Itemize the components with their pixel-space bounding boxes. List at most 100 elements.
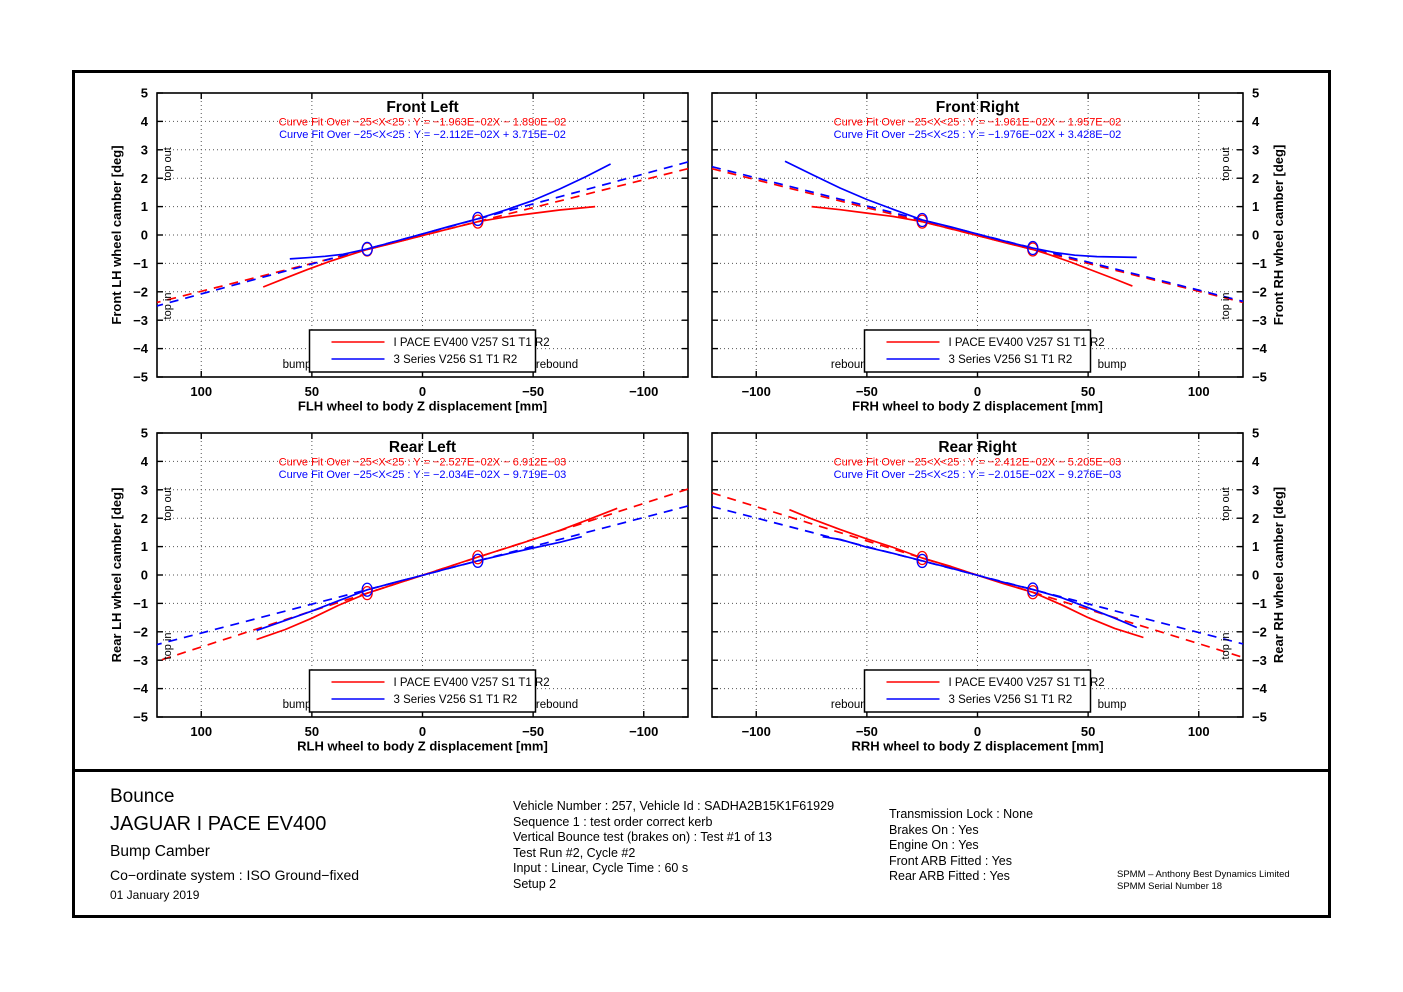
data-curve bbox=[256, 535, 583, 632]
x-tick-label: 0 bbox=[974, 724, 981, 739]
x-tick-label: −50 bbox=[856, 724, 878, 739]
travel-direction-left: bump bbox=[283, 699, 312, 711]
fit-window-marker bbox=[1027, 240, 1039, 256]
fit-equation-red: Curve Fit Over −25<X<25 : Y = −1.961E−02… bbox=[834, 117, 1122, 129]
fit-equation-blue: Curve Fit Over −25<X<25 : Y = −2.015E−02… bbox=[834, 469, 1122, 481]
x-tick-label: 50 bbox=[1081, 724, 1095, 739]
x-tick-label: −100 bbox=[629, 724, 658, 739]
y-tick-label: −5 bbox=[1252, 710, 1267, 725]
y-tick-label: −5 bbox=[133, 710, 148, 725]
vehicle-number-line: Vehicle Number : 257, Vehicle Id : SADHA… bbox=[513, 799, 835, 813]
y-tick-label: −4 bbox=[1252, 341, 1268, 356]
report-subtitle: Bump Camber bbox=[110, 843, 210, 860]
engine-on-line: Engine On : Yes bbox=[889, 838, 979, 853]
fit-window-marker bbox=[361, 582, 373, 597]
y-tick-label: −2 bbox=[133, 624, 148, 639]
spmm-company-line: SPMM – Anthony Best Dynamics Limited bbox=[1117, 869, 1290, 880]
y-tick-label: 3 bbox=[141, 142, 148, 157]
y-tick-label: 5 bbox=[1252, 426, 1259, 441]
fit-equation-red: Curve Fit Over −25<X<25 : Y = −2.527E−02… bbox=[279, 457, 567, 469]
legend-box bbox=[863, 329, 1092, 373]
fit-equation-blue: Curve Fit Over −25<X<25 : Y = −2.034E−02… bbox=[279, 469, 567, 481]
top-out-annotation: top out bbox=[162, 487, 174, 521]
fit-window-marker bbox=[1027, 582, 1039, 597]
coordinate-system: Co−ordinate system : ISO Ground−fixed bbox=[110, 867, 360, 883]
rear-arb-line: Rear ARB Fitted : Yes bbox=[889, 869, 1010, 884]
y-tick-label: −2 bbox=[1252, 284, 1267, 299]
y-axis-label: Front RH wheel camber [deg] bbox=[1271, 145, 1286, 326]
legend-entry-label: 3 Series V256 S1 T1 R2 bbox=[949, 694, 1073, 706]
y-tick-label: 2 bbox=[141, 511, 148, 526]
data-curve bbox=[784, 160, 1137, 259]
x-tick-label: 50 bbox=[1081, 384, 1095, 399]
page-frame bbox=[72, 70, 1331, 918]
x-tick-label: 50 bbox=[305, 724, 319, 739]
run-cycle-line: Test Run #2, Cycle #2 bbox=[513, 845, 636, 860]
sequence-line: Sequence 1 : test order correct kerb bbox=[513, 814, 713, 829]
x-axis-label: RRH wheel to body Z displacement [mm] bbox=[851, 739, 1103, 754]
brakes-on-line: Brakes On : Yes bbox=[889, 822, 979, 837]
input-line: Input : Linear, Cycle Time : 60 s bbox=[513, 861, 689, 876]
y-tick-label: 2 bbox=[1252, 171, 1259, 186]
top-out-annotation: top out bbox=[162, 147, 174, 181]
y-tick-label: 3 bbox=[1252, 482, 1259, 497]
footer-right-block: Transmission Lock : None Brakes On : Yes… bbox=[889, 807, 1033, 885]
x-tick-label: −100 bbox=[742, 384, 771, 399]
y-tick-label: 0 bbox=[141, 568, 148, 583]
travel-direction-right: bump bbox=[1098, 699, 1127, 711]
spmm-serial-line: SPMM Serial Number 18 bbox=[1117, 881, 1223, 892]
legend-entry-label: I PACE EV400 V257 S1 T1 R2 bbox=[949, 677, 1105, 689]
y-tick-label: 5 bbox=[1252, 86, 1259, 101]
legend-entry-label: 3 Series V256 S1 T1 R2 bbox=[394, 694, 518, 706]
legend-entry-label: 3 Series V256 S1 T1 R2 bbox=[394, 354, 518, 366]
front-arb-line: Front ARB Fitted : Yes bbox=[889, 853, 1012, 868]
data-curve bbox=[811, 205, 1133, 287]
legend-entry-label: I PACE EV400 V257 S1 T1 R2 bbox=[394, 337, 550, 349]
y-tick-label: 2 bbox=[141, 171, 148, 186]
x-axis-label: FRH wheel to body Z displacement [mm] bbox=[852, 399, 1103, 414]
top-in-annotation: top in bbox=[1220, 633, 1232, 660]
y-tick-label: 2 bbox=[1252, 511, 1259, 526]
y-tick-label: 0 bbox=[1252, 228, 1259, 243]
travel-direction-right: rebound bbox=[536, 359, 578, 371]
report-date: 01 January 2019 bbox=[110, 888, 200, 902]
report-type: Bounce bbox=[110, 786, 175, 807]
y-axis-label: Rear RH wheel camber [deg] bbox=[1271, 487, 1286, 663]
travel-direction-left: bump bbox=[283, 359, 312, 371]
y-tick-label: 0 bbox=[1252, 568, 1259, 583]
x-tick-label: 50 bbox=[305, 384, 319, 399]
fit-window-marker bbox=[916, 212, 928, 228]
legend-entry-label: 3 Series V256 S1 T1 R2 bbox=[949, 354, 1073, 366]
top-out-annotation: top out bbox=[1220, 147, 1232, 181]
top-in-annotation: top in bbox=[1220, 293, 1232, 320]
data-curve bbox=[262, 205, 596, 288]
y-axis-label: Rear LH wheel camber [deg] bbox=[109, 488, 124, 663]
y-tick-label: 1 bbox=[141, 199, 148, 214]
travel-direction-right: bump bbox=[1098, 359, 1127, 371]
y-tick-label: 1 bbox=[1252, 539, 1259, 554]
travel-direction-left: rebound bbox=[831, 699, 873, 711]
footer-divider bbox=[72, 769, 1331, 772]
fit-window-marker bbox=[472, 550, 484, 565]
data-curve bbox=[822, 535, 1138, 629]
x-tick-label: 0 bbox=[419, 724, 426, 739]
footer-left-block: Bounce JAGUAR I PACE EV400 Bump Camber C… bbox=[110, 784, 359, 905]
y-tick-label: −4 bbox=[133, 681, 149, 696]
fit-equation-red: Curve Fit Over −25<X<25 : Y = −2.412E−02… bbox=[834, 457, 1122, 469]
y-tick-label: 4 bbox=[141, 454, 149, 469]
x-tick-label: −100 bbox=[629, 384, 658, 399]
legend-entry-label: I PACE EV400 V257 S1 T1 R2 bbox=[949, 337, 1105, 349]
y-tick-label: 5 bbox=[141, 426, 148, 441]
x-tick-label: 100 bbox=[190, 724, 212, 739]
y-tick-label: −2 bbox=[1252, 624, 1267, 639]
x-tick-label: 0 bbox=[419, 384, 426, 399]
top-in-annotation: top in bbox=[162, 293, 174, 320]
panel-title: Front Right bbox=[936, 99, 1020, 116]
y-tick-label: 0 bbox=[141, 228, 148, 243]
y-tick-label: −2 bbox=[133, 284, 148, 299]
y-tick-label: −1 bbox=[133, 256, 148, 271]
